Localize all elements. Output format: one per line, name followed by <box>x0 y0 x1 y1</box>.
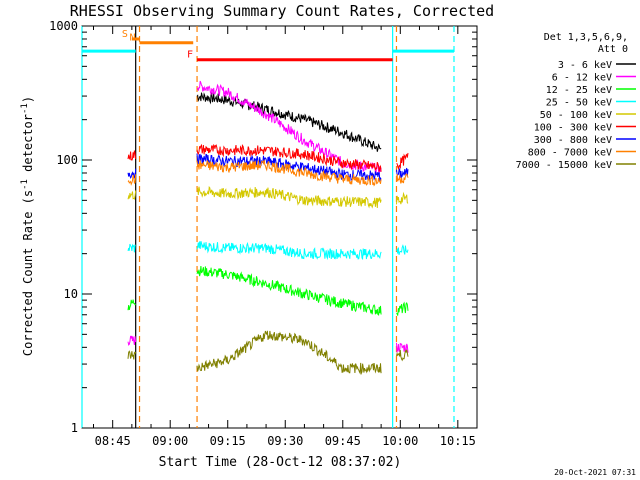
series-segment <box>396 244 409 255</box>
legend-label-50-100-kev: 50 - 100 keV <box>540 110 612 121</box>
series-segment <box>127 335 137 346</box>
x-tick-label: 09:30 <box>267 434 303 448</box>
y-axis-label: Corrected Count Rate (s-1 detector-1) <box>20 96 35 356</box>
series-segment <box>196 185 382 209</box>
series-segment <box>196 143 382 172</box>
x-tick-label: 10:15 <box>440 434 476 448</box>
series-25-50-kev <box>127 241 409 261</box>
series-segment <box>396 349 409 362</box>
x-axis-label: Start Time (28-Oct-12 08:37:02) <box>159 455 402 470</box>
legend-header-line: Det 1,3,5,6,9, <box>544 32 628 43</box>
footer-date: 20-Oct-2021 07:31 <box>554 468 636 477</box>
marker-label-f: F <box>187 50 193 61</box>
series-segment <box>127 190 137 200</box>
series-segment <box>196 80 382 176</box>
series-segment <box>196 92 382 152</box>
interval-markers: S N F <box>122 29 393 62</box>
series-800-7000-kev <box>127 159 409 187</box>
series-segment <box>196 266 382 316</box>
legend-label-12-25-kev: 12 - 25 keV <box>546 85 612 96</box>
series-segment <box>127 350 137 360</box>
legend-label-800-7000-kev: 800 - 7000 keV <box>528 148 612 159</box>
y-tick-label: 1000 <box>49 19 78 33</box>
legend: Det 1,3,5,6,9,Att 0 3 - 6 keV 6 - 12 keV12… <box>516 32 636 171</box>
legend-label-6-12-kev: 6 - 12 keV <box>552 73 612 84</box>
series-segment <box>396 152 409 171</box>
y-tick-label: 100 <box>56 153 78 167</box>
marker-label-s: S <box>122 29 128 40</box>
series-50-100-kev <box>127 185 409 209</box>
y-axis-label-end: ) <box>21 96 35 103</box>
x-tick-label: 09:00 <box>152 434 188 448</box>
series-segment <box>127 243 136 253</box>
series-segment <box>396 191 409 205</box>
x-axis: 08:45 09:00 09:15 09:30 09:45 10:00 10:15 <box>93 26 478 448</box>
series-12-25-kev <box>127 266 409 316</box>
y-tick-label: 1 <box>71 421 78 435</box>
legend-label-25-50-kev: 25 - 50 keV <box>546 98 612 109</box>
y-tick-label: 10 <box>64 287 78 301</box>
y-axis-label-sup2: -1 <box>20 103 30 114</box>
chart-title: RHESSI Observing Summary Count Rates, Co… <box>70 2 494 20</box>
series-segment <box>196 241 382 261</box>
series-segment <box>127 299 137 311</box>
y-axis-label-mid: detector <box>21 114 35 179</box>
series-3-6-kev <box>196 92 382 152</box>
plot-frame <box>81 25 478 429</box>
series-segment <box>396 167 409 179</box>
series-segment <box>396 173 409 184</box>
series-segment <box>127 168 137 179</box>
series-segment <box>196 330 382 376</box>
x-tick-label: 09:15 <box>210 434 246 448</box>
x-tick-label: 08:45 <box>95 434 131 448</box>
series-segment <box>396 301 409 316</box>
marker-label-n: N <box>130 33 136 44</box>
y-axis-label-main: Corrected Count Rate (s <box>21 190 35 356</box>
legend-label-7000-15000-kev: 7000 - 15000 keV <box>516 160 612 171</box>
series-segment <box>127 174 137 186</box>
legend-label-300-800-kev: 300 - 800 keV <box>534 135 612 146</box>
series-segment <box>196 159 382 187</box>
series-7000-15000-kev <box>127 330 409 376</box>
x-tick-label: 10:00 <box>382 434 418 448</box>
series-lines <box>127 80 409 376</box>
y-axis: 1 10 100 1000 <box>49 19 477 435</box>
series-100-300-kev <box>127 143 409 172</box>
legend-label-3-6-kev: 3 - 6 keV <box>558 60 612 71</box>
y-axis-label-sup1: -1 <box>20 179 30 190</box>
guide-lines <box>81 26 455 428</box>
x-tick-label: 09:45 <box>325 434 361 448</box>
legend-header-line: Att 0 <box>598 44 628 55</box>
legend-label-100-300-kev: 100 - 300 keV <box>534 123 612 134</box>
series-segment <box>127 150 137 161</box>
